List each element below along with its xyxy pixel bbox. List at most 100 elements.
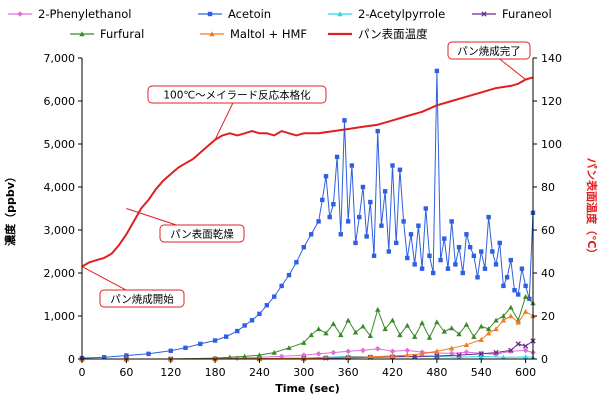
data-point-furaneol [434,353,440,359]
legend-marker [79,31,85,37]
data-point-acetoin [320,197,325,203]
data-point-maltol-hmf [404,352,411,358]
x-tick-label: 480 [426,366,447,379]
data-point-furfural [404,322,411,328]
data-point-acetoin [445,266,451,271]
data-point-acetoin [301,245,307,250]
data-point-2-phenylethanol [345,348,351,355]
data-point-furfural [478,323,484,329]
data-point-acetoin [519,266,525,271]
x-tick-label: 120 [160,366,181,379]
data-point-acetoin [342,118,347,123]
data-point-acetoin [242,323,247,328]
data-point-furfural [441,328,447,334]
data-point-acetoin [523,283,528,289]
data-point-acetoin [334,154,340,160]
data-point-acetoin [475,275,480,280]
data-point-furfural [493,317,499,323]
y-left-tick-label: 6,000 [44,95,76,108]
annotation-box [447,41,531,60]
legend-label: パン表面温度 [358,27,428,41]
data-point-acetoin [416,223,421,228]
data-point-acetoin [272,294,277,299]
data-point-furfural [352,329,359,335]
data-point-acetoin [316,219,321,224]
data-point-acetoin [235,328,240,334]
x-tick-label: 300 [293,366,314,379]
data-point-acetoin [423,206,428,211]
data-point-2-acetylpyrrole [500,354,507,360]
data-point-acetoin [101,355,107,360]
data-point-maltol-hmf [478,336,484,342]
data-point-2-phenylethanol [330,349,337,356]
data-point-furaneol [456,352,462,358]
y-left-tick-label: 5,000 [44,138,76,151]
data-point-acetoin [146,351,151,357]
legend-entry-maltol-hmf: Maltol + HMF [200,27,307,41]
y-right-tick-label: 100 [541,138,562,151]
data-point-maltol-hmf [345,354,351,360]
annotation-callout: 100℃～メイラード反応本格化 [147,85,327,140]
data-point-acetoin [419,266,425,271]
data-point-acetoin [471,253,477,258]
data-point-acetoin [508,257,514,263]
data-point-furfural [330,321,337,326]
data-point-acetoin [249,318,255,323]
legend-marker [207,11,213,17]
x-tick-label: 600 [515,366,536,379]
data-point-2-acetylpyrrole [478,353,484,359]
y-right-tick-label: 120 [541,95,562,108]
data-point-furfural [315,326,322,332]
legend-label: 2-Phenylethanol [38,7,132,21]
y-right-tick-label: 0 [541,353,548,366]
data-point-acetoin [386,249,392,254]
x-tick-label: 360 [338,366,359,379]
series-line-acetoin [81,70,534,359]
data-point-acetoin [408,232,414,237]
data-point-furfural [323,330,329,336]
data-point-acetoin [449,219,454,224]
data-point-acetoin [323,174,329,179]
y-right-tick-label: 20 [541,310,555,323]
data-point-acetoin [264,303,270,308]
legend-entry-acetoin: Acetoin [198,7,271,21]
data-point-furaneol [508,347,514,354]
data-point-acetoin [349,163,355,168]
series-series [81,76,534,268]
data-point-maltol-hmf [256,355,263,361]
data-point-acetoin [368,199,373,205]
data-point-2-phenylethanol [278,353,285,360]
data-point-maltol-hmf [448,345,455,351]
legend: 2-Phenylethanol Acetoin 2-Acetylpyrrole Fur… [8,7,552,41]
data-point-maltol-hmf [522,309,529,314]
legend-label: Acetoin [228,7,271,21]
data-point-acetoin [486,214,491,220]
data-point-acetoin [331,202,336,207]
y-left-axis-title: 濃度（ppbv） [3,171,17,246]
data-point-2-phenylethanol [234,355,241,361]
data-point-furfural [301,339,307,345]
data-point-acetoin [183,345,188,351]
y-left-tick-label: 4,000 [44,181,76,194]
data-point-acetoin [279,283,284,289]
data-point-acetoin [479,249,484,254]
x-tick-label: 0 [79,366,86,379]
data-point-furfural [508,304,514,310]
data-point-2-phenylethanol [404,347,411,354]
data-point-acetoin [338,232,343,237]
y-right-axis-title: パン表面温度（℃） [585,158,599,260]
legend-label: 2-Acetylpyrrole [358,7,445,21]
data-point-furfural [338,332,344,338]
legend-entry-2-phenylethanol: 2-Phenylethanol [8,7,132,21]
legend-marker [481,11,487,17]
annotation-box [159,224,245,243]
data-point-maltol-hmf [515,319,521,325]
data-point-furfural [426,334,433,340]
data-point-acetoin [212,338,218,343]
data-point-acetoin [434,68,440,74]
data-point-acetoin [464,232,469,237]
annotation-box [147,85,327,104]
series-furfural [79,293,536,362]
y-left-tick-label: 3,000 [44,224,76,237]
data-point-maltol-hmf [419,351,425,357]
